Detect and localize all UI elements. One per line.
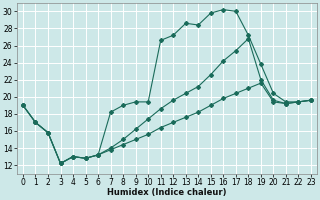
X-axis label: Humidex (Indice chaleur): Humidex (Indice chaleur): [107, 188, 227, 197]
